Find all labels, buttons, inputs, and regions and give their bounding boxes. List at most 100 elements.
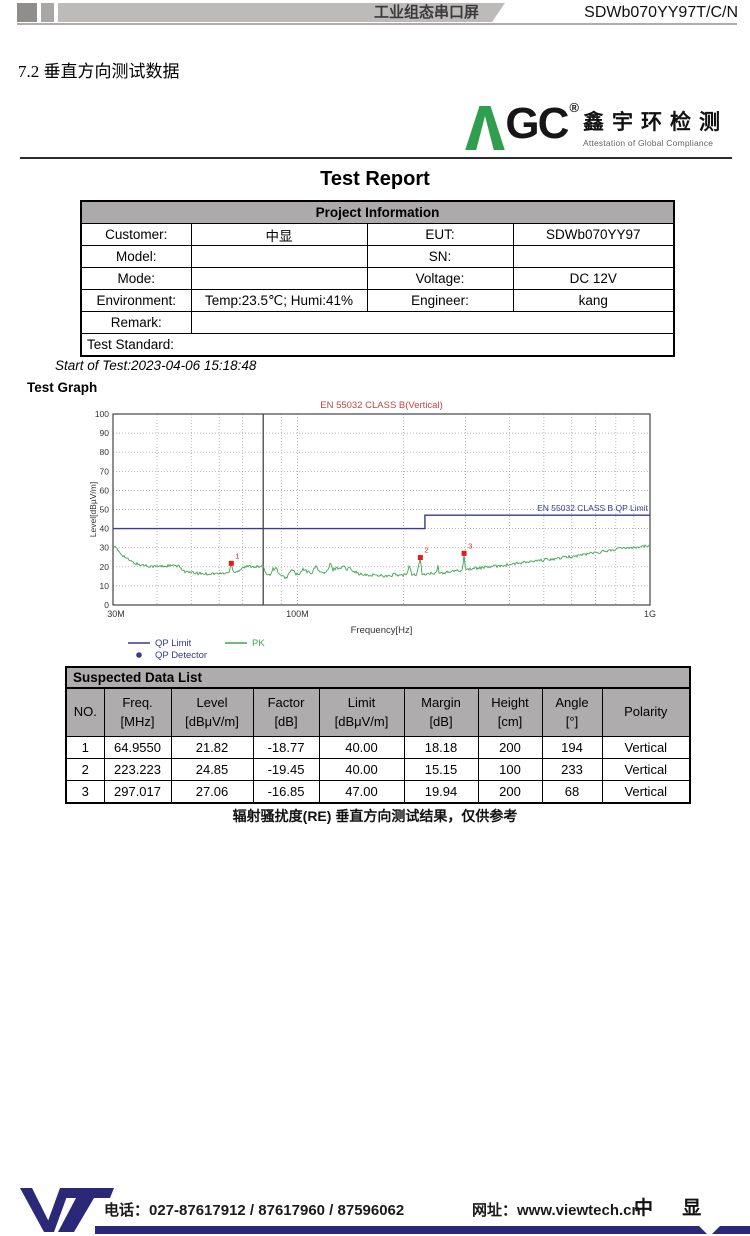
table-cell: 233 xyxy=(541,758,603,781)
start-of-test: Start of Test:2023-04-06 15:18:48 xyxy=(55,358,257,373)
report-title: Test Report xyxy=(320,168,430,190)
column-header-row: NO. Freq. [MHz] Level [dBμV/m] Factor [dB] Limi… xyxy=(65,687,691,737)
agc-a-icon xyxy=(465,106,506,150)
table-cell xyxy=(190,267,368,290)
logo-rule xyxy=(20,157,732,159)
agc-logo: GC ® 鑫宇环检测 Attestation of Global Complia… xyxy=(465,100,728,150)
table-cell: Vertical xyxy=(601,758,691,781)
column-header: Factor [dB] xyxy=(252,687,320,737)
legend-label: PK xyxy=(252,638,265,649)
y-tick-label: 100 xyxy=(95,409,109,419)
table-cell: 68 xyxy=(541,780,603,804)
table-cell: 中显 xyxy=(190,223,368,246)
suspected-title: Suspected Data List xyxy=(65,666,691,689)
header-underline xyxy=(17,23,737,25)
lab-cn-name: 鑫宇环检测 xyxy=(583,111,728,134)
table-cell: Test Standard: xyxy=(80,333,675,357)
project-info-header: Project Information xyxy=(80,200,675,224)
test-graph-chart: 0 10 20 30 40 50 60 70 80 90 100 30M 100M 1G EN 55032 … xyxy=(60,396,710,664)
suspect-marker xyxy=(461,550,467,556)
table-cell: Mode: xyxy=(80,267,192,290)
table-cell: 24.85 xyxy=(170,758,254,781)
qp-limit-line xyxy=(113,514,650,530)
table-cell: Remark: xyxy=(80,311,192,334)
table-cell: 19.94 xyxy=(403,780,479,804)
table-cell: 27.06 xyxy=(170,780,254,804)
table-cell: Customer: xyxy=(80,223,192,246)
registered-mark: ® xyxy=(569,100,579,115)
x-axis-label: Frequency[Hz] xyxy=(351,625,413,636)
table-cell: 100 xyxy=(477,758,543,781)
table-cell: Voltage: xyxy=(366,267,514,290)
y-axis-label: Level[dBµV/m] xyxy=(88,482,98,537)
footer-website: 网址：www.viewtech.cn xyxy=(472,1202,641,1219)
plot-frame xyxy=(112,413,651,606)
table-cell: 47.00 xyxy=(318,780,405,804)
table-cell: SDWb070YY97 xyxy=(512,223,675,246)
table-cell: Engineer: xyxy=(366,289,514,312)
footer-bar xyxy=(95,1226,707,1234)
table-cell: 21.82 xyxy=(170,736,254,759)
table-cell: 1 xyxy=(65,736,105,759)
y-tick-label: 10 xyxy=(100,581,110,591)
header-bar: 工业组态串口屏 xyxy=(58,3,505,22)
column-header: NO. xyxy=(65,687,105,737)
pk-trace xyxy=(112,544,651,580)
table-cell: 2 xyxy=(65,758,105,781)
table-cell: Vertical xyxy=(601,780,691,804)
table-cell xyxy=(512,245,675,268)
qp-limit-label: EN 55032 CLASS B QP Limit xyxy=(537,503,649,513)
column-header: Height [cm] xyxy=(477,687,543,737)
x-tick-label: 100M xyxy=(286,609,309,619)
legend-swatch-dot xyxy=(136,652,142,658)
x-tick-label: 1G xyxy=(644,609,656,619)
table-cell: 18.18 xyxy=(403,736,479,759)
y-tick-label: 30 xyxy=(100,543,110,553)
suspected-data-table: Suspected Data List NO. Freq. [MHz] Level [dB… xyxy=(65,666,692,804)
table-row: Mode: Voltage: DC 12V xyxy=(80,267,675,290)
agc-gc-text: GC xyxy=(505,99,569,148)
y-tick-label: 50 xyxy=(100,505,110,515)
model-number: SDWb070YY97T/C/N xyxy=(584,4,738,21)
y-tick-label: 20 xyxy=(100,562,110,572)
table-cell: Temp:23.5℃; Humi:41% xyxy=(190,289,368,312)
table-cell: 223.223 xyxy=(103,758,172,781)
table-cell: 40.00 xyxy=(318,736,405,759)
column-header: Angle [°] xyxy=(541,687,603,737)
x-tick-label: 30M xyxy=(107,609,125,619)
table-row: 2 223.223 24.85 -19.45 40.00 15.15 100 233 Verti… xyxy=(65,758,691,781)
footer-bar-tail xyxy=(712,1226,750,1234)
table-cell xyxy=(190,311,675,334)
table-cell: 15.15 xyxy=(403,758,479,781)
emc-spectrum-plot: 0 10 20 30 40 50 60 70 80 90 100 30M 100M 1G EN 55032 … xyxy=(88,400,656,661)
y-tick-label: 80 xyxy=(100,447,110,457)
table-row: 1 64.9550 21.82 -18.77 40.00 18.18 200 194 Verti… xyxy=(65,736,691,759)
table-row: Model: SN: xyxy=(80,245,675,268)
table-cell: DC 12V xyxy=(512,267,675,290)
viewtech-vt-icon xyxy=(20,1188,114,1232)
result-caption: 辐射骚扰度(RE) 垂直方向测试结果，仅供参考 xyxy=(232,808,518,824)
project-info-table: Project Information Customer: 中显 EUT: SDWb07… xyxy=(80,200,676,357)
column-header: Limit [dBμV/m] xyxy=(318,687,405,737)
column-header: Freq. [MHz] xyxy=(103,687,172,737)
test-graph-label: Test Graph xyxy=(27,380,98,395)
suspect-marker-number: 2 xyxy=(424,546,428,555)
header-square-light xyxy=(41,3,54,22)
product-type-label: 工业组态串口屏 xyxy=(373,4,479,21)
legend-label: QP Limit xyxy=(155,638,192,649)
section-title: 7.2 垂直方向测试数据 xyxy=(18,62,180,81)
table-row: 3 297.017 27.06 -16.85 47.00 19.94 200 68 Vertic… xyxy=(65,780,691,804)
table-cell: -19.45 xyxy=(252,758,320,781)
suspect-marker-number: 3 xyxy=(468,541,472,550)
y-tick-label: 60 xyxy=(100,485,110,495)
table-cell: Vertical xyxy=(601,736,691,759)
column-header: Level [dBμV/m] xyxy=(170,687,254,737)
table-cell: 297.017 xyxy=(103,780,172,804)
table-cell: 200 xyxy=(477,736,543,759)
y-tick-label: 90 xyxy=(100,428,110,438)
y-tick-label: 70 xyxy=(100,466,110,476)
table-cell: Model: xyxy=(80,245,192,268)
footer-company: 中 显 xyxy=(634,1198,714,1219)
table-cell: 3 xyxy=(65,780,105,804)
